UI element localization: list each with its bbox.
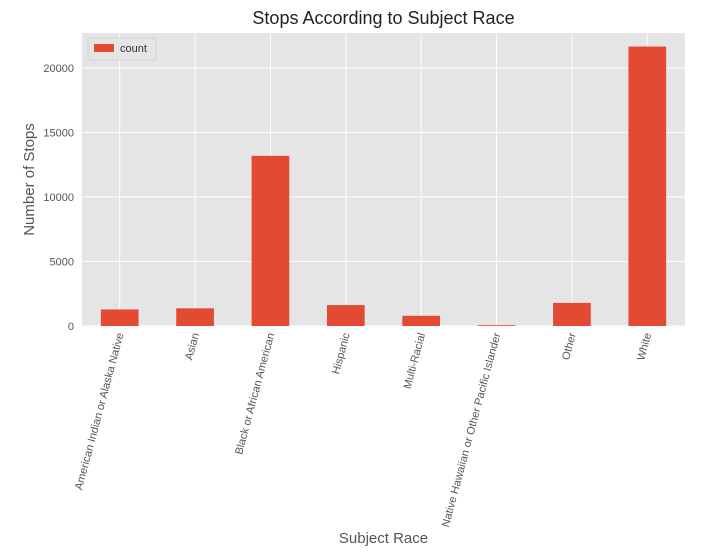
bar-asian (176, 308, 214, 326)
y-tick-label: 20000 (43, 63, 74, 75)
y-tick-label: 0 (68, 321, 74, 333)
x-axis-label: Subject Race (339, 530, 428, 547)
x-tick-label: Hispanic (330, 331, 353, 375)
x-tick-label: Other (560, 331, 579, 361)
y-tick-label: 5000 (50, 256, 74, 268)
bar-native-hawaiian-or-other-pacific-islander (477, 325, 516, 326)
legend-label: count (120, 43, 147, 55)
chart-title: Stops According to Subject Race (252, 8, 514, 28)
x-axis-ticks: American Indian or Alaska Native Asian Bla… (73, 331, 654, 528)
legend-swatch (94, 44, 114, 52)
x-tick-label: Multi-Racial (402, 332, 428, 391)
x-tick-label: Native Hawaiian or Other Pacific Islande… (440, 331, 504, 528)
bar-multi-racial (402, 315, 441, 326)
y-tick-label: 10000 (43, 192, 74, 204)
bar-black-or-african-american (251, 155, 290, 326)
bar-white (628, 46, 667, 327)
legend: count (87, 37, 157, 61)
x-tick-label: White (635, 332, 654, 362)
bar-american-indian-or-alaska-native (100, 309, 139, 326)
legend-box (87, 37, 157, 61)
y-axis-label: Number of Stops (21, 123, 38, 236)
y-tick-label: 15000 (43, 127, 74, 139)
x-tick-label: Asian (183, 332, 202, 362)
bar-other (553, 302, 591, 326)
y-axis-ticks: 0 5000 10000 15000 20000 (43, 63, 74, 333)
bars (100, 46, 667, 327)
plot-area (82, 33, 685, 326)
x-tick-label: American Indian or Alaska Native (73, 332, 127, 492)
x-tick-label: Black or African American (233, 332, 277, 456)
bar-hispanic (326, 305, 365, 326)
